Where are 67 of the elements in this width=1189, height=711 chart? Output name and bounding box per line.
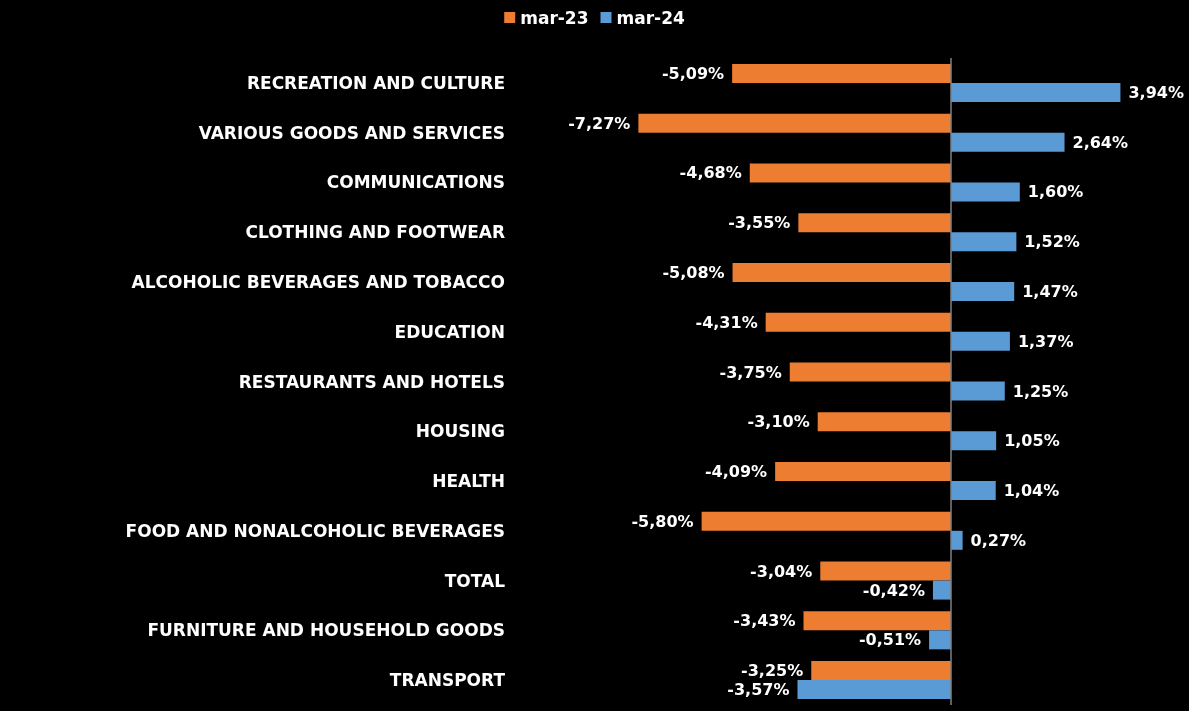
data-label: -4,68% (679, 163, 742, 183)
legend-label: mar-24 (616, 7, 685, 28)
y-tick-label: CLOTHING AND FOOTWEAR (245, 222, 505, 243)
y-tick-label: FURNITURE AND HOUSEHOLD GOODS (147, 620, 505, 641)
data-label: 1,04% (1003, 481, 1060, 501)
bar (951, 132, 1065, 152)
data-label: -5,08% (662, 262, 725, 282)
y-tick-label: EDUCATION (394, 321, 505, 342)
y-tick-label: RESTAURANTS AND HOTELS (238, 371, 505, 392)
bar (732, 262, 951, 282)
bar (775, 462, 951, 482)
data-label: 1,05% (1004, 431, 1060, 451)
data-label: 1,47% (1022, 281, 1078, 301)
data-label: -4,09% (704, 462, 768, 482)
data-label: -3,25% (741, 661, 804, 681)
y-tick-label: ALCOHOLIC BEVERAGES AND TOBACCO (131, 271, 505, 292)
bar (932, 580, 951, 600)
bar (951, 182, 1020, 202)
bar (951, 481, 996, 501)
data-label: -3,04% (750, 561, 813, 581)
data-label: -3,57% (727, 680, 790, 700)
bar (951, 381, 1005, 401)
bar (789, 362, 951, 382)
data-label: -3,75% (719, 362, 782, 382)
bar (951, 331, 1010, 351)
bar (951, 431, 997, 451)
bar (929, 630, 951, 650)
data-label: 2,64% (1072, 132, 1129, 152)
bar (798, 213, 951, 233)
bar (951, 281, 1015, 301)
bar (820, 561, 951, 581)
y-tick-label: HEALTH (432, 471, 505, 492)
y-tick-label: HOUSING (415, 421, 505, 442)
y-tick-label: TRANSPORT (389, 670, 506, 691)
bar (803, 611, 951, 631)
y-tick-label: COMMUNICATIONS (326, 172, 505, 193)
data-label: -3,55% (728, 213, 791, 233)
bar (951, 232, 1017, 252)
bar (797, 680, 951, 700)
bar (951, 530, 963, 550)
data-label: 1,60% (1027, 182, 1084, 202)
data-label: -7,27% (568, 113, 631, 133)
data-label: -4,31% (695, 312, 758, 332)
bar (817, 412, 951, 432)
data-label: 0,27% (970, 530, 1027, 550)
data-label: -0,51% (858, 630, 922, 650)
y-tick-label: FOOD AND NONALCOHOLIC BEVERAGES (125, 520, 505, 541)
bar (765, 312, 951, 332)
bar (749, 163, 951, 183)
bar (951, 82, 1121, 102)
data-label: -5,80% (631, 511, 694, 531)
data-label: -3,43% (733, 611, 796, 631)
bar (701, 511, 951, 531)
data-label: -5,09% (661, 63, 725, 83)
data-label: 1,52% (1024, 232, 1080, 252)
y-tick-label: RECREATION AND CULTURE (246, 72, 505, 93)
data-label: -0,42% (862, 580, 925, 600)
data-label: 1,25% (1012, 381, 1069, 401)
data-label: 3,94% (1128, 82, 1184, 102)
bar (638, 113, 951, 133)
legend-label: mar-23 (520, 7, 589, 28)
bar (811, 661, 951, 681)
bar (732, 63, 951, 83)
data-label: 1,37% (1017, 331, 1074, 351)
y-tick-label: VARIOUS GOODS AND SERVICES (198, 122, 505, 143)
data-label: -3,10% (747, 412, 810, 432)
y-tick-label: TOTAL (444, 570, 506, 591)
